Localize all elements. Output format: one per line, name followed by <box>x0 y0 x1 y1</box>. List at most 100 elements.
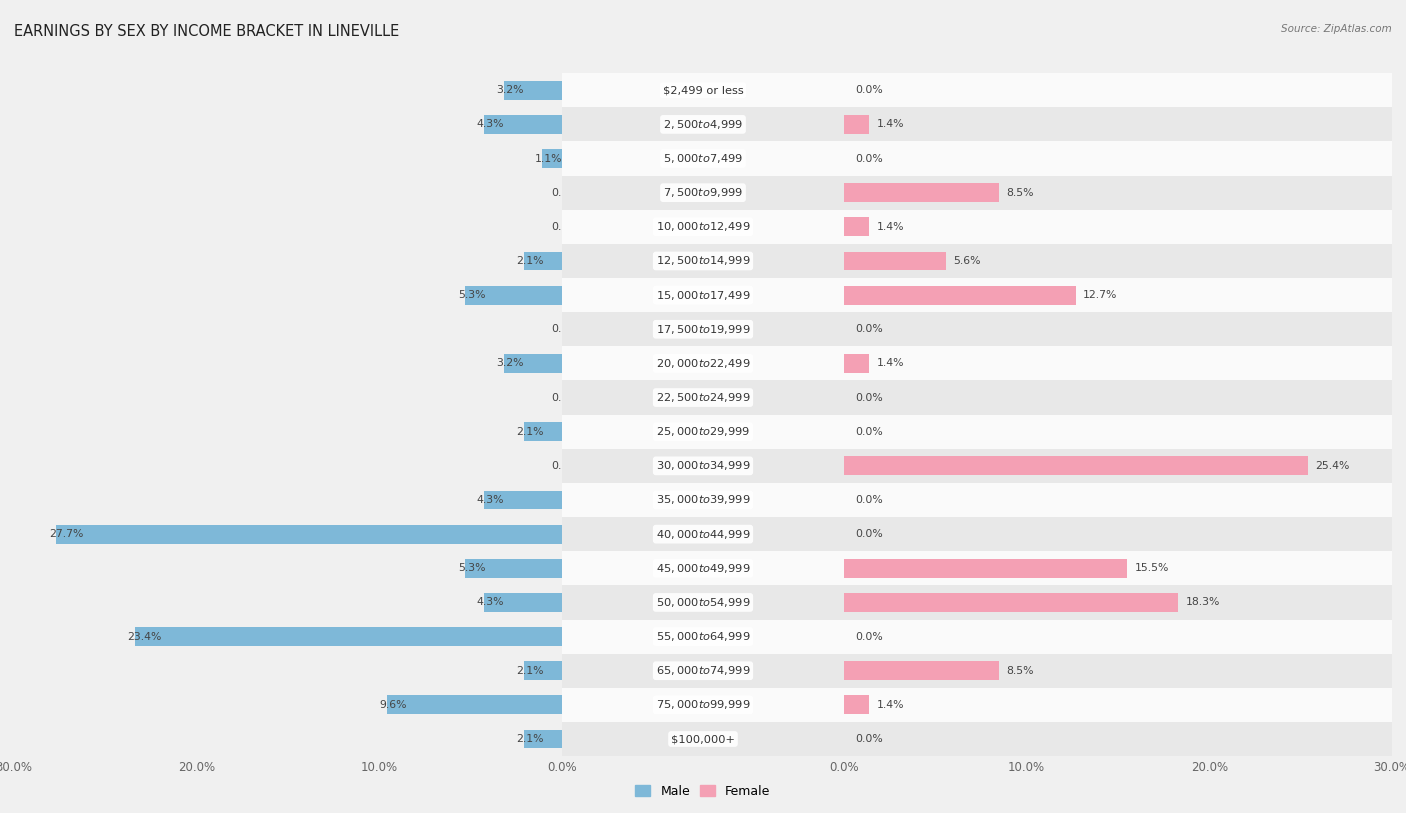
Text: 9.6%: 9.6% <box>380 700 406 710</box>
Text: 0.0%: 0.0% <box>855 734 883 744</box>
Text: 4.3%: 4.3% <box>477 120 503 129</box>
Text: $45,000 to $49,999: $45,000 to $49,999 <box>655 562 751 575</box>
Bar <box>844 217 869 237</box>
Text: $35,000 to $39,999: $35,000 to $39,999 <box>655 493 751 506</box>
Bar <box>562 312 844 346</box>
Bar <box>562 415 844 449</box>
Bar <box>562 415 1111 449</box>
Text: 0.0%: 0.0% <box>855 85 883 95</box>
Bar <box>562 210 1111 244</box>
Bar <box>562 722 844 756</box>
Text: $2,499 or less: $2,499 or less <box>662 85 744 95</box>
Text: $100,000+: $100,000+ <box>671 734 735 744</box>
Text: EARNINGS BY SEX BY INCOME BRACKET IN LINEVILLE: EARNINGS BY SEX BY INCOME BRACKET IN LIN… <box>14 24 399 39</box>
Text: 0.0%: 0.0% <box>855 427 883 437</box>
Text: $17,500 to $19,999: $17,500 to $19,999 <box>655 323 751 336</box>
Bar <box>541 149 562 168</box>
Bar <box>562 483 844 517</box>
Bar <box>562 620 844 654</box>
Text: $75,000 to $99,999: $75,000 to $99,999 <box>655 698 751 711</box>
Bar <box>844 115 869 134</box>
Bar <box>562 244 844 278</box>
Text: 0.0%: 0.0% <box>855 632 883 641</box>
Text: 0.0%: 0.0% <box>855 393 883 402</box>
Bar <box>844 251 946 271</box>
Bar <box>562 517 844 551</box>
Bar <box>503 354 562 373</box>
Text: 5.3%: 5.3% <box>458 290 485 300</box>
Bar <box>562 346 1111 380</box>
Text: 5.6%: 5.6% <box>953 256 981 266</box>
Bar <box>562 585 844 620</box>
Text: 12.7%: 12.7% <box>1083 290 1118 300</box>
Bar <box>503 80 562 100</box>
Bar <box>562 654 1111 688</box>
Text: 1.4%: 1.4% <box>877 222 904 232</box>
Bar <box>844 517 1392 551</box>
Text: $22,500 to $24,999: $22,500 to $24,999 <box>655 391 751 404</box>
Bar <box>562 688 844 722</box>
Bar <box>844 176 1392 210</box>
Bar <box>844 620 1392 654</box>
Text: 25.4%: 25.4% <box>1315 461 1350 471</box>
Bar <box>562 176 1111 210</box>
Text: 4.3%: 4.3% <box>477 495 503 505</box>
Text: $50,000 to $54,999: $50,000 to $54,999 <box>655 596 751 609</box>
Bar <box>562 312 1111 346</box>
Bar <box>562 380 1111 415</box>
Text: Source: ZipAtlas.com: Source: ZipAtlas.com <box>1281 24 1392 34</box>
Bar <box>562 73 844 107</box>
Legend: Male, Female: Male, Female <box>630 780 776 802</box>
Text: 3.2%: 3.2% <box>496 85 524 95</box>
Bar <box>844 278 1392 312</box>
Bar <box>562 176 844 210</box>
Text: $10,000 to $12,499: $10,000 to $12,499 <box>655 220 751 233</box>
Bar <box>562 278 844 312</box>
Text: 1.4%: 1.4% <box>877 700 904 710</box>
Bar <box>844 141 1392 176</box>
Bar <box>562 141 844 176</box>
Bar <box>844 722 1392 756</box>
Text: 0.0%: 0.0% <box>551 188 579 198</box>
Bar <box>562 483 1111 517</box>
Bar <box>562 346 844 380</box>
Text: 2.1%: 2.1% <box>516 256 544 266</box>
Bar <box>844 654 1392 688</box>
Text: 5.3%: 5.3% <box>458 563 485 573</box>
Bar <box>844 210 1392 244</box>
Text: $55,000 to $64,999: $55,000 to $64,999 <box>655 630 751 643</box>
Text: 2.1%: 2.1% <box>516 734 544 744</box>
Bar <box>844 688 1392 722</box>
Bar <box>562 278 1111 312</box>
Bar <box>562 107 844 141</box>
Text: 2.1%: 2.1% <box>516 427 544 437</box>
Bar <box>562 107 1111 141</box>
Bar <box>484 593 562 612</box>
Bar <box>844 585 1392 620</box>
Bar <box>562 688 1111 722</box>
Bar <box>844 559 1128 578</box>
Text: $5,000 to $7,499: $5,000 to $7,499 <box>664 152 742 165</box>
Bar <box>844 449 1392 483</box>
Text: $20,000 to $22,499: $20,000 to $22,499 <box>655 357 751 370</box>
Text: $12,500 to $14,999: $12,500 to $14,999 <box>655 254 751 267</box>
Bar <box>844 244 1392 278</box>
Text: 1.4%: 1.4% <box>877 120 904 129</box>
Bar <box>562 551 844 585</box>
Bar <box>844 312 1392 346</box>
Text: 0.0%: 0.0% <box>551 461 579 471</box>
Text: 2.1%: 2.1% <box>516 666 544 676</box>
Text: $65,000 to $74,999: $65,000 to $74,999 <box>655 664 751 677</box>
Bar <box>844 285 1076 305</box>
Bar <box>562 551 1111 585</box>
Bar <box>562 141 1111 176</box>
Bar <box>562 517 1111 551</box>
Bar <box>562 380 844 415</box>
Bar <box>844 183 1000 202</box>
Text: 0.0%: 0.0% <box>551 393 579 402</box>
Bar <box>523 729 562 749</box>
Bar <box>844 107 1392 141</box>
Text: 0.0%: 0.0% <box>551 324 579 334</box>
Bar <box>844 695 869 715</box>
Bar <box>844 73 1392 107</box>
